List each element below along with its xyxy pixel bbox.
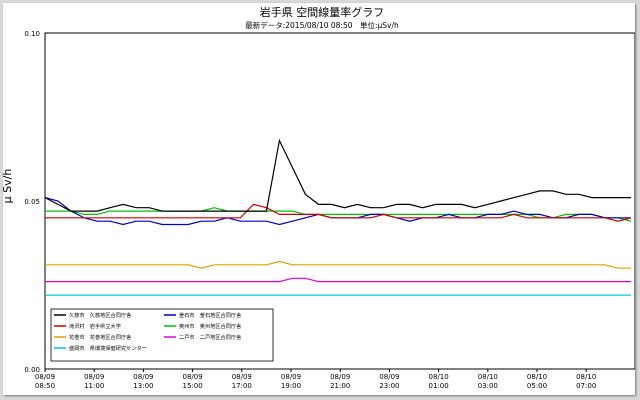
legend-label: 奥州市 奥州地区合同庁舎 bbox=[179, 322, 242, 330]
x-tick-label: 08/10 bbox=[429, 373, 449, 381]
x-tick-label: 08/09 bbox=[281, 373, 301, 381]
x-tick-label: 05:00 bbox=[527, 382, 547, 390]
x-tick-label: 19:00 bbox=[281, 382, 301, 390]
legend-label: 花巻市 花巻地区合同庁舎 bbox=[69, 333, 132, 341]
y-tick-label: 0.10 bbox=[24, 30, 40, 38]
series-line bbox=[45, 277, 631, 283]
x-tick-label: 08/09 bbox=[84, 373, 104, 381]
legend-box bbox=[50, 308, 274, 362]
chart-frame: 岩手県 空間線量率グラフ 最新データ:2015/08/10 08:50 単位:μ… bbox=[3, 3, 635, 395]
x-tick-label: 08/09 bbox=[35, 373, 55, 381]
y-axis-label: μ Sv/h bbox=[3, 169, 14, 204]
legend-label: 盛岡市 県環境保健研究センター bbox=[69, 344, 147, 352]
series-line bbox=[44, 138, 631, 212]
x-tick-label: 08/09 bbox=[330, 373, 350, 381]
x-tick-label: 08/09 bbox=[183, 373, 203, 381]
x-tick-label: 08/10 bbox=[478, 373, 498, 381]
chart-subtitle: 最新データ:2015/08/10 08:50 単位:μSv/h bbox=[245, 20, 399, 30]
x-tick-label: 08/10 bbox=[527, 373, 547, 381]
x-tick-label: 08/10 bbox=[576, 373, 596, 381]
legend-label: 滝沢村 岩手県立大学 bbox=[69, 322, 121, 330]
chart-title: 岩手県 空間線量率グラフ bbox=[260, 5, 385, 19]
y-tick-label: 0.05 bbox=[24, 198, 40, 206]
chart-canvas: 岩手県 空間線量率グラフ 最新データ:2015/08/10 08:50 単位:μ… bbox=[3, 5, 635, 390]
x-tick-label: 17:00 bbox=[232, 382, 252, 390]
x-tick-label: 07:00 bbox=[576, 382, 596, 390]
series-line bbox=[45, 260, 631, 269]
x-tick-label: 11:00 bbox=[84, 382, 104, 390]
x-tick-label: 08/09 bbox=[232, 373, 252, 381]
x-tick-label: 08:50 bbox=[35, 382, 55, 390]
series-line bbox=[45, 207, 632, 222]
x-tick-label: 23:00 bbox=[379, 382, 399, 390]
x-tick-label: 08/09 bbox=[133, 373, 153, 381]
y-tick-label: 0.00 bbox=[24, 366, 40, 374]
series-lines bbox=[44, 138, 632, 296]
x-tick-label: 08/09 bbox=[379, 373, 399, 381]
series-line bbox=[45, 203, 632, 222]
x-tick-label: 01:00 bbox=[429, 382, 449, 390]
x-axis-ticks: 08/0908:5008/0911:0008/0913:0008/0915:00… bbox=[35, 369, 596, 390]
legend-label: 二戸市 二戸地区合同庁舎 bbox=[179, 333, 242, 341]
x-tick-label: 03:00 bbox=[478, 382, 498, 390]
x-tick-label: 21:00 bbox=[330, 382, 350, 390]
x-tick-label: 15:00 bbox=[183, 382, 203, 390]
x-tick-label: 13:00 bbox=[133, 382, 153, 390]
legend-label: 久慈市 久慈地区合同庁舎 bbox=[69, 311, 132, 319]
legend-label: 釜石市 釜石地区合同庁舎 bbox=[179, 311, 242, 319]
